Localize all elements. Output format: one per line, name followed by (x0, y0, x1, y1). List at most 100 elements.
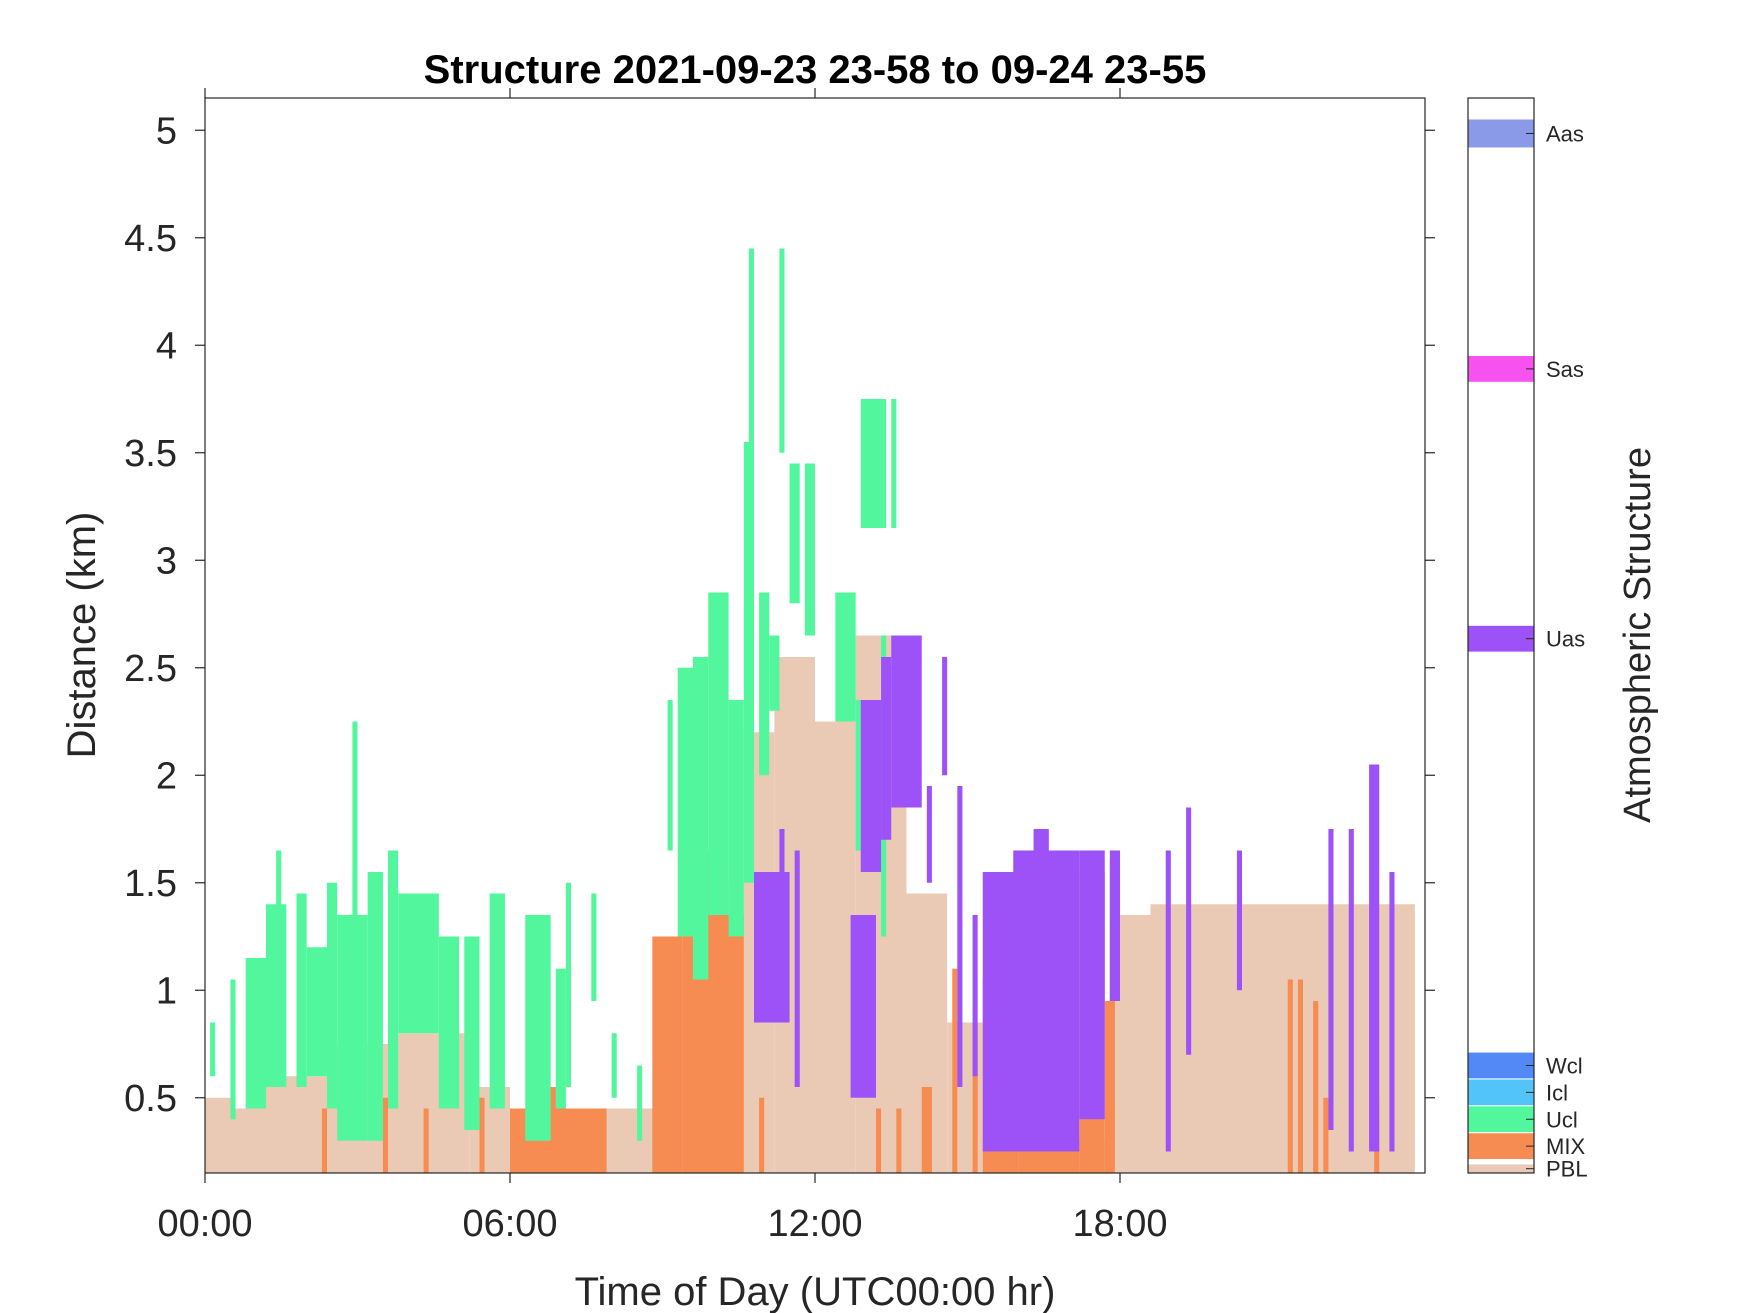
chart-title: Structure 2021-09-23 23-58 to 09-24 23-5… (424, 48, 1207, 92)
colorbar-tick-label: Aas (1546, 121, 1584, 146)
segment-ucl (398, 893, 439, 1034)
segment-ucl (708, 592, 729, 915)
segment-uas (794, 850, 800, 1087)
segment-mix (921, 1087, 932, 1173)
y-tick-label: 3 (156, 540, 177, 582)
segment-mix (972, 1022, 978, 1173)
segment-ucl (728, 700, 744, 937)
segment-ucl (779, 248, 785, 453)
x-axis: 00:00 06:00 12:00 18:00 (157, 88, 1168, 1245)
segment-ucl (677, 667, 693, 937)
y-axis: 0.5 1 1.5 2 2.5 3 3.5 4 4.5 5 (124, 110, 1435, 1120)
segment-ucl (855, 700, 861, 851)
segment-ucl (860, 399, 887, 528)
segment-uas (1369, 764, 1380, 1152)
colorbar-swatch-uas (1468, 625, 1534, 652)
segment-uas (850, 915, 876, 1098)
segment-mix (1018, 1151, 1080, 1173)
segment-uas (1033, 829, 1049, 862)
segment-uas (1236, 850, 1242, 991)
segment-uas (1186, 807, 1192, 1055)
y-tick-label: 2.5 (124, 648, 177, 690)
colorbar-swatch-sas (1468, 356, 1534, 382)
segment-ucl (306, 947, 327, 1077)
segment-mix (876, 1108, 882, 1173)
segment-uas (1109, 850, 1120, 1001)
segment-mix (1313, 1001, 1319, 1173)
data-layer (205, 248, 1415, 1173)
segment-ucl (748, 248, 754, 453)
colorbar-tick-label: Sas (1546, 357, 1584, 382)
segment-ucl (769, 635, 780, 711)
colorbar-swatch-icl (1468, 1079, 1534, 1106)
colorbar-swatch-mix (1468, 1133, 1534, 1160)
segment-uas (1328, 829, 1334, 1130)
segment-uas (1079, 850, 1105, 1120)
colorbar-tick-label: Ucl (1546, 1107, 1578, 1132)
segment-ucl (789, 463, 800, 604)
y-tick-label: 4 (156, 325, 177, 367)
segment-uas (957, 786, 963, 1087)
segment-ucl (565, 882, 571, 1087)
segment-ucl (327, 882, 338, 1109)
y-tick-label: 2 (156, 755, 177, 797)
segment-ucl (611, 1033, 617, 1098)
segment-mix (479, 1097, 485, 1173)
segment-uas (982, 872, 1019, 1152)
segment-ucl (525, 915, 551, 1141)
segment-ucl (835, 592, 856, 722)
colorbar-swatch-aas (1468, 119, 1534, 148)
segment-mix (759, 1097, 765, 1173)
colorbar-swatch-ucl (1468, 1106, 1534, 1133)
segment-uas (779, 829, 785, 905)
segment-uas (1389, 872, 1395, 1152)
x-tick-label: 12:00 (767, 1203, 862, 1245)
segment-mix (952, 968, 958, 1173)
segment-ucl (245, 958, 266, 1109)
y-tick-label: 1.5 (124, 863, 177, 905)
segment-ucl (804, 463, 815, 636)
x-tick-label: 18:00 (1072, 1203, 1167, 1245)
colorbar-frame (1467, 97, 1535, 1174)
segment-mix (1287, 979, 1293, 1173)
segment-ucl (352, 721, 358, 991)
y-tick-label: 1 (156, 970, 177, 1012)
segment-ucl (489, 893, 505, 1109)
segment-ucl (464, 936, 480, 1130)
segment-mix (423, 1108, 429, 1173)
colorbar-tick-label: Uas (1546, 627, 1585, 652)
colorbar-label: Atmospheric Structure (1617, 447, 1659, 823)
segment-ucl (276, 850, 282, 991)
segment-ucl (693, 657, 709, 980)
segment-ucl (743, 442, 754, 883)
segment-pbl (266, 1076, 327, 1173)
segment-mix (1323, 1097, 1329, 1173)
colorbar-tick-label: PBL (1546, 1157, 1588, 1182)
segment-uas (891, 635, 922, 808)
y-tick-label: 0.5 (124, 1078, 177, 1120)
y-tick-label: 4.5 (124, 218, 177, 260)
segment-ucl (591, 893, 597, 1001)
segment-ucl (230, 979, 236, 1120)
segment-uas (1013, 850, 1080, 1152)
segment-uas (942, 657, 948, 776)
y-tick-label: 5 (156, 110, 177, 152)
y-tick-label: 3.5 (124, 433, 177, 475)
segment-mix (652, 936, 683, 1173)
segment-ucl (667, 700, 673, 851)
x-tick-label: 06:00 (462, 1203, 557, 1245)
segment-ucl (438, 936, 460, 1109)
segment-ucl (891, 399, 897, 528)
segment-mix (382, 1097, 388, 1173)
colorbar-swatch-wcl (1468, 1052, 1534, 1079)
colorbar-tick-label: Wcl (1546, 1054, 1583, 1079)
segment-ucl (367, 872, 383, 1141)
segment-uas (1165, 850, 1171, 1152)
segment-uas (860, 700, 882, 872)
segment-mix (723, 915, 744, 1173)
segment-uas (1348, 829, 1354, 1152)
segment-ucl (637, 1065, 643, 1141)
segment-mix (1297, 979, 1303, 1173)
